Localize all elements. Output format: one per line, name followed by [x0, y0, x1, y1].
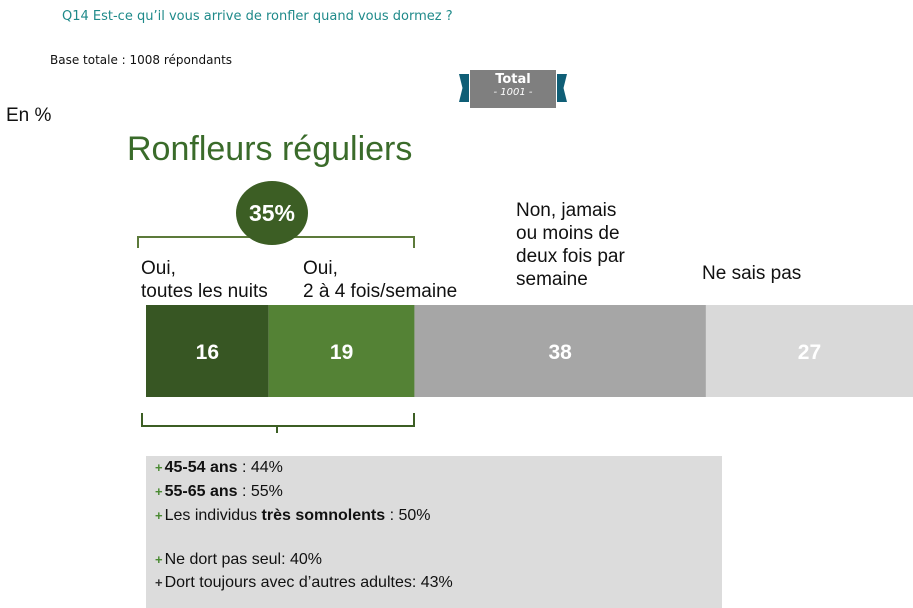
bar-segment-3	[705, 305, 913, 397]
bar-value-label-0: 16	[196, 341, 219, 364]
plus-icon: +	[155, 484, 163, 499]
total-label: Total	[495, 72, 531, 87]
category-label-2: Non, jamais ou moins de deux fois par se…	[516, 200, 625, 290]
bar-segment-2	[414, 305, 706, 397]
plus-icon: +	[155, 575, 163, 590]
bar-segment-0	[146, 305, 269, 397]
bar-value-label-2: 38	[549, 341, 573, 364]
plus-icon: +	[155, 552, 163, 567]
total-badge: Total - 1001 -	[457, 70, 569, 108]
base-note: Base totale : 1008 répondants	[50, 53, 233, 67]
category-label-3: Ne sais pas	[702, 263, 802, 284]
total-n: - 1001 -	[493, 87, 533, 98]
flag-left-icon	[459, 74, 469, 102]
group-total-circle: 35%	[236, 181, 308, 245]
detail-line-3: + Ne dort pas seul: 40%	[155, 551, 323, 568]
category-label-1: Oui, 2 à 4 fois/semaine	[303, 258, 458, 302]
category-label-0: Oui, toutes les nuits	[141, 258, 268, 302]
group-bracket-tick	[276, 425, 278, 433]
detail-line-2: + Les individus très somnolents : 50%	[155, 507, 431, 524]
flag-right-icon	[557, 74, 567, 102]
group-bracket-bottom	[141, 413, 415, 427]
headline: Ronfleurs réguliers	[127, 130, 413, 168]
detail-line-4: + Dort toujours avec d’autres adultes: 43…	[155, 574, 453, 591]
plus-icon: +	[155, 508, 163, 523]
total-box: Total - 1001 -	[470, 70, 556, 108]
detail-line-1: +55-65 ans : 55%	[155, 483, 283, 500]
details-box: +45-54 ans : 44% +55-65 ans : 55% + Les i…	[146, 456, 722, 608]
plus-icon: +	[155, 460, 163, 475]
unit-label: En %	[6, 105, 52, 126]
question-title: Q14 Est-ce qu’il vous arrive de ronfler …	[62, 9, 453, 24]
bar-value-label-3: 27	[798, 341, 821, 364]
bar-value-label-1: 19	[330, 341, 353, 364]
detail-line-0: +45-54 ans : 44%	[155, 459, 283, 476]
bar-segment-1	[268, 305, 415, 397]
